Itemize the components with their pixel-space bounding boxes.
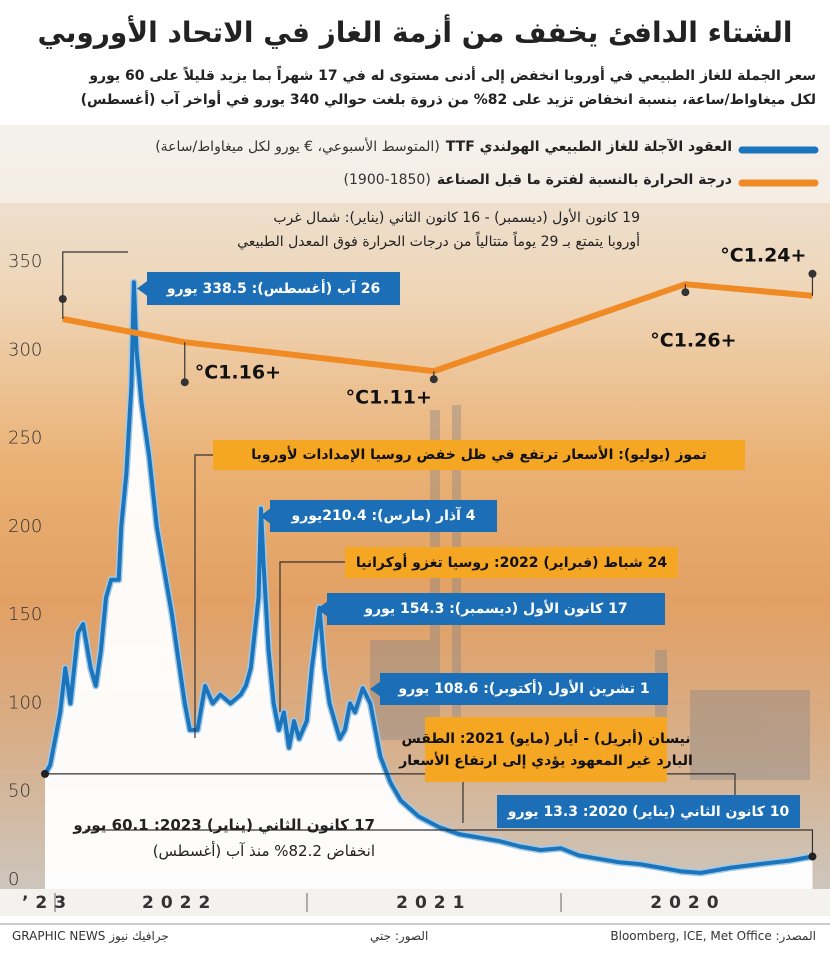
x-tick-label: 2022 [142, 893, 217, 913]
subtitle-line: سعر الجملة للغاز الطبيعي في أوروبا انخفض… [89, 68, 816, 84]
annotation-leader [194, 454, 213, 738]
callout-box: 1 تشرين الأول (أكتوبر): 108.6 يورو [380, 673, 668, 705]
callout-box: 24 شباط (فبراير) 2022: روسيا تغزو أوكران… [345, 547, 678, 578]
x-tick-label: ’23 [22, 893, 73, 913]
price-area [45, 282, 813, 889]
legend-backdrop [0, 125, 830, 203]
callout-pointer [370, 681, 381, 697]
callout-text: تموز (يوليو): الأسعار ترتفع في ظل خفض رو… [251, 447, 707, 463]
callout-text: 10 كانون الثاني (يناير) 2020: 13.3 يورو [507, 803, 790, 820]
callout-pointer [137, 280, 148, 297]
x-tick-label: 2021 [396, 893, 471, 913]
source: المصدر: Bloomberg, ICE, Met Office [610, 929, 816, 943]
callout-text: 26 آب (أغسطس): 338.5 يورو [166, 280, 381, 297]
temperature-label: °C1.16+ [195, 362, 281, 384]
photo-credit: الصور: جتي [370, 929, 429, 943]
callout-box: 4 آذار (مارس): 210.4يورو [270, 500, 497, 532]
callout-box: نيسان (أبريل) - أيار (مايو) 2021: الطقس ا… [399, 717, 693, 782]
temperature-label: °C1.26+ [650, 330, 736, 352]
annotation-leader [279, 561, 345, 712]
annotation-dot [41, 769, 49, 778]
temperature-label: °C1.24+ [720, 244, 806, 266]
factory [690, 690, 810, 780]
callout-pointer [317, 601, 328, 617]
callout-text: 24 شباط (فبراير) 2022: روسيا تغزو أوكران… [355, 554, 668, 571]
legend-name: درجة الحرارة بالنسبة لفترة ما قبل الصناع… [436, 172, 732, 188]
annotation-leader [85, 829, 814, 857]
annotation-text: 19 كانون الأول (ديسمبر) - 16 كانون الثان… [273, 210, 640, 226]
legend-entry: العقود الآجلة للغاز الطبيعي الهولندي TTF… [155, 139, 732, 155]
price-line [43, 280, 813, 875]
temperature-marker [681, 288, 690, 297]
y-tick-label: 0 [8, 869, 19, 890]
callout-box: 10 كانون الثاني (يناير) 2020: 13.3 يورو [497, 795, 800, 828]
x-axis-band [0, 889, 830, 916]
y-tick-label: 100 [8, 692, 42, 713]
temperature-marker [180, 378, 189, 387]
y-tick-label: 350 [8, 251, 42, 272]
callout-text: نيسان (أبريل) - أيار (مايو) 2021: الطقس [401, 730, 691, 747]
callout-box: 17 كانون الأول (ديسمبر): 154.3 يورو [327, 593, 665, 625]
legend-note: (المتوسط الأسبوعي، € يورو لكل ميغاواط/سا… [155, 139, 440, 155]
x-tick-label: 2020 [650, 893, 725, 913]
temperature-marker [429, 375, 438, 384]
annotation-text: 17 كانون الثاني (يناير) 2023: 60.1 يورو [73, 816, 375, 834]
annotation-dot [808, 852, 817, 861]
legend-note: (1850-1900) [343, 172, 431, 188]
callout-text: البارد غير المعهود يؤدي إلى ارتفاع الأسع… [399, 752, 693, 769]
callout-box: 26 آب (أغسطس): 338.5 يورو [147, 272, 400, 305]
annotation-text: أوروبا يتمتع بـ 29 يوماً متتالياً من درج… [237, 234, 640, 250]
agency-credit: GRAPHIC NEWS جرافيك نيوز [12, 929, 169, 943]
legend-entry: درجة الحرارة بالنسبة لفترة ما قبل الصناع… [344, 172, 732, 188]
callout-box: تموز (يوليو): الأسعار ترتفع في ظل خفض رو… [213, 440, 745, 470]
annotation-leader [62, 251, 128, 299]
temperature-label: °C1.11+ [346, 387, 432, 409]
y-tick-label: 300 [8, 339, 42, 360]
y-tick-label: 200 [8, 516, 42, 537]
callout-text: 1 تشرين الأول (أكتوبر): 108.6 يورو [398, 681, 650, 697]
callout-pointer [260, 508, 271, 524]
subtitle-line: لكل ميغاواط/ساعة، بنسبة انخفاض تزيد على … [80, 92, 816, 108]
y-tick-label: 150 [8, 604, 42, 625]
legend-name: العقود الآجلة للغاز الطبيعي الهولندي TTF [445, 139, 732, 155]
temperature-marker [808, 269, 817, 278]
annotation-text: انخفاض 82.2% منذ آب (أغسطس) [152, 842, 375, 860]
y-tick-label: 250 [8, 428, 42, 449]
y-tick-label: 50 [8, 781, 31, 802]
title: الشتاء الدافئ يخفف من أزمة الغاز في الات… [37, 16, 793, 49]
callout-text: 4 آذار (مارس): 210.4يورو [291, 508, 476, 524]
callout-text: 17 كانون الأول (ديسمبر): 154.3 يورو [364, 601, 628, 617]
